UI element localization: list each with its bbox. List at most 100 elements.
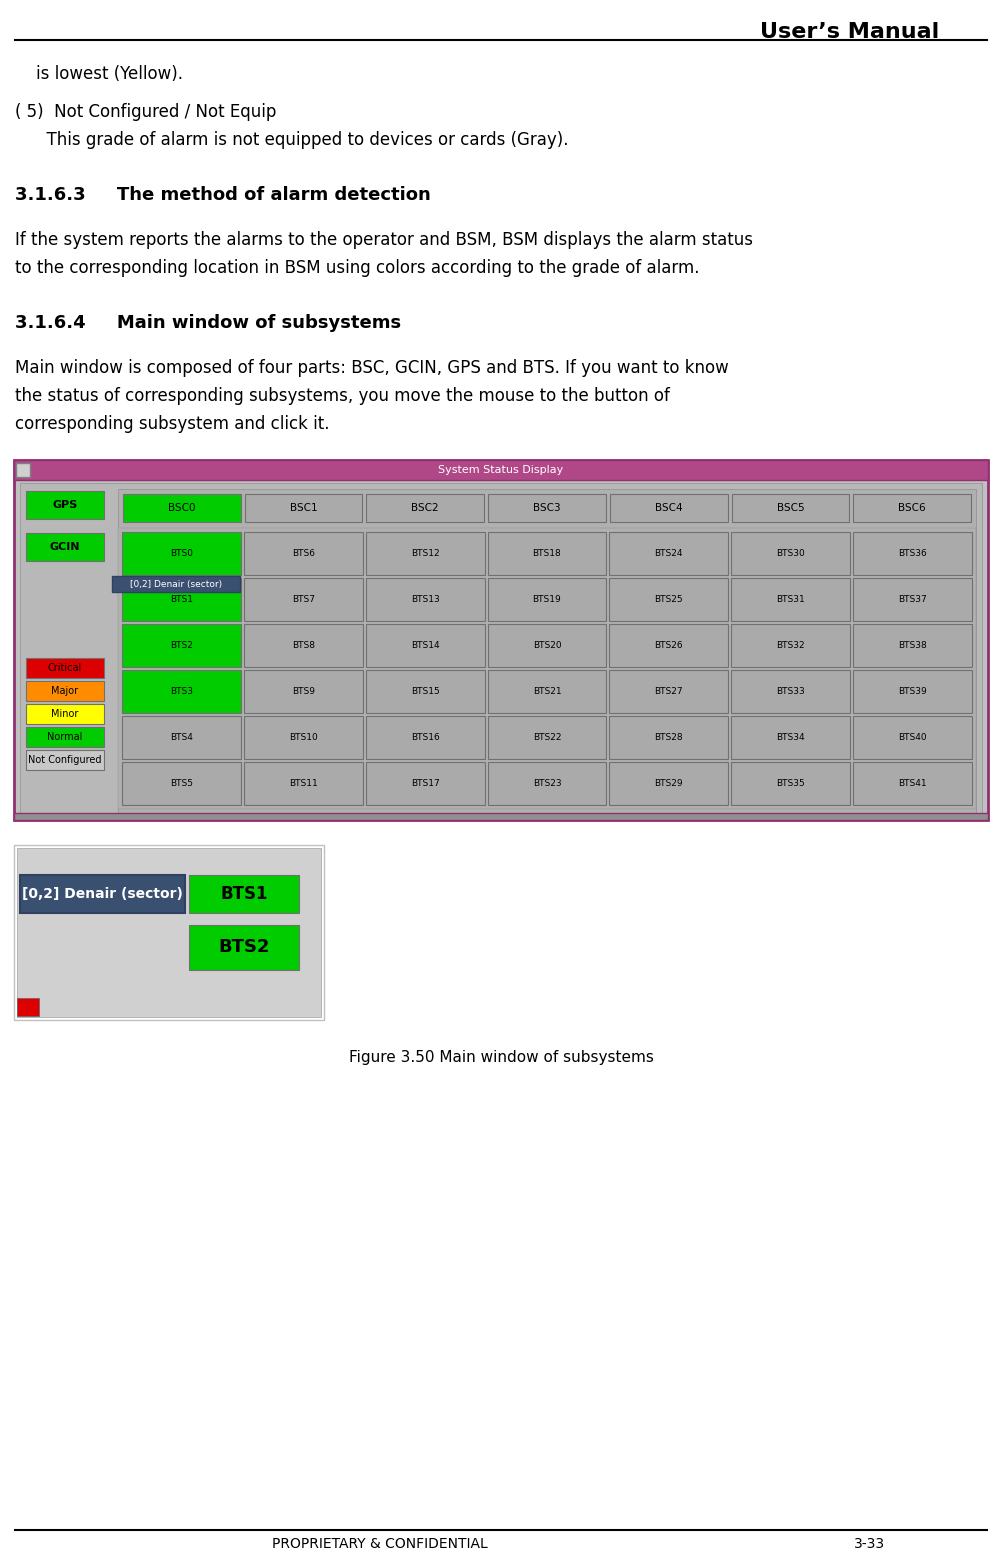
Text: BSC0: BSC0	[168, 503, 195, 514]
Bar	[20, 875, 185, 913]
Text: BSC2: BSC2	[412, 503, 439, 514]
Bar	[244, 494, 363, 521]
Text: BTS27: BTS27	[654, 688, 683, 695]
Bar	[854, 494, 971, 521]
Bar	[488, 494, 606, 521]
Bar	[366, 532, 485, 574]
Text: BTS0: BTS0	[170, 549, 193, 559]
Text: BTS12: BTS12	[411, 549, 440, 559]
Text: BTS23: BTS23	[533, 779, 561, 788]
Text: BTS10: BTS10	[289, 733, 318, 742]
Bar	[609, 762, 728, 805]
Text: BTS5: BTS5	[170, 779, 193, 788]
Bar	[118, 489, 976, 813]
Text: BTS7: BTS7	[292, 594, 315, 604]
Text: Major: Major	[51, 686, 78, 695]
Bar	[14, 459, 988, 819]
Text: BTS2: BTS2	[218, 939, 270, 956]
Bar	[17, 847, 321, 1017]
Text: User’s Manual: User’s Manual	[760, 22, 939, 42]
Text: BTS20: BTS20	[533, 641, 561, 650]
Bar	[853, 577, 972, 621]
Text: BTS13: BTS13	[411, 594, 440, 604]
Text: BTS21: BTS21	[533, 688, 561, 695]
Text: System Status Display: System Status Display	[438, 466, 563, 475]
Text: BTS38: BTS38	[898, 641, 927, 650]
Text: BSC5: BSC5	[777, 503, 805, 514]
Text: BTS35: BTS35	[777, 779, 805, 788]
Text: BTS3: BTS3	[170, 688, 193, 695]
Bar	[609, 577, 728, 621]
Bar	[26, 726, 104, 747]
Bar	[17, 998, 39, 1017]
Bar	[853, 715, 972, 759]
Text: ( 5)  Not Configured / Not Equip: ( 5) Not Configured / Not Equip	[15, 102, 277, 121]
Text: BTS34: BTS34	[777, 733, 805, 742]
Text: BTS30: BTS30	[777, 549, 805, 559]
Bar	[488, 532, 606, 574]
Bar	[366, 670, 485, 712]
Bar	[488, 577, 606, 621]
Text: This grade of alarm is not equipped to devices or cards (Gray).: This grade of alarm is not equipped to d…	[15, 130, 568, 149]
Text: BTS36: BTS36	[898, 549, 927, 559]
Bar	[122, 624, 240, 667]
Bar	[243, 715, 363, 759]
Bar	[122, 670, 240, 712]
Text: Main window is composed of four parts: BSC, GCIN, GPS and BTS. If you want to kn: Main window is composed of four parts: B…	[15, 359, 728, 377]
Bar	[243, 577, 363, 621]
Text: BTS32: BTS32	[777, 641, 805, 650]
Bar	[853, 670, 972, 712]
Text: BTS28: BTS28	[654, 733, 683, 742]
Text: [0,2] Denair (sector): [0,2] Denair (sector)	[130, 579, 222, 588]
Text: BTS29: BTS29	[654, 779, 683, 788]
Text: BTS31: BTS31	[777, 594, 805, 604]
Bar	[610, 494, 727, 521]
Text: BTS4: BTS4	[170, 733, 192, 742]
Bar	[243, 670, 363, 712]
Bar	[123, 494, 240, 521]
Text: BTS6: BTS6	[292, 549, 315, 559]
Text: If the system reports the alarms to the operator and BSM, BSM displays the alarm: If the system reports the alarms to the …	[15, 231, 753, 248]
Text: BTS17: BTS17	[411, 779, 440, 788]
Text: BSC6: BSC6	[899, 503, 926, 514]
Bar	[122, 715, 240, 759]
Bar	[731, 762, 850, 805]
Text: BTS2: BTS2	[170, 641, 192, 650]
Bar	[731, 715, 850, 759]
Text: BTS39: BTS39	[898, 688, 927, 695]
Bar	[609, 715, 728, 759]
Text: Minor: Minor	[51, 709, 79, 719]
Bar	[14, 844, 324, 1020]
Bar	[366, 577, 485, 621]
Bar	[488, 670, 606, 712]
Bar	[26, 705, 104, 723]
Text: BTS33: BTS33	[777, 688, 805, 695]
Bar	[366, 762, 485, 805]
Bar	[488, 762, 606, 805]
Text: GPS: GPS	[52, 500, 77, 511]
Text: BSC3: BSC3	[533, 503, 561, 514]
Bar	[14, 459, 988, 480]
Bar	[243, 762, 363, 805]
Bar	[366, 715, 485, 759]
Bar	[609, 532, 728, 574]
Text: 3.1.6.4     Main window of subsystems: 3.1.6.4 Main window of subsystems	[15, 314, 401, 332]
Bar	[189, 875, 299, 913]
Bar	[118, 528, 976, 809]
Text: BTS9: BTS9	[292, 688, 315, 695]
Bar	[122, 577, 240, 621]
Bar	[853, 624, 972, 667]
Text: BTS15: BTS15	[411, 688, 440, 695]
Text: BTS1: BTS1	[220, 885, 268, 903]
Bar	[26, 658, 104, 678]
Text: BTS37: BTS37	[898, 594, 927, 604]
Bar	[26, 490, 104, 518]
Bar	[16, 462, 30, 476]
Text: BTS24: BTS24	[654, 549, 683, 559]
Text: [0,2] Denair (sector): [0,2] Denair (sector)	[22, 888, 183, 902]
Bar	[731, 532, 850, 574]
Bar	[366, 624, 485, 667]
Text: to the corresponding location in BSM using colors according to the grade of alar: to the corresponding location in BSM usi…	[15, 259, 699, 276]
Text: 3-33: 3-33	[855, 1536, 886, 1550]
Bar	[26, 750, 104, 770]
